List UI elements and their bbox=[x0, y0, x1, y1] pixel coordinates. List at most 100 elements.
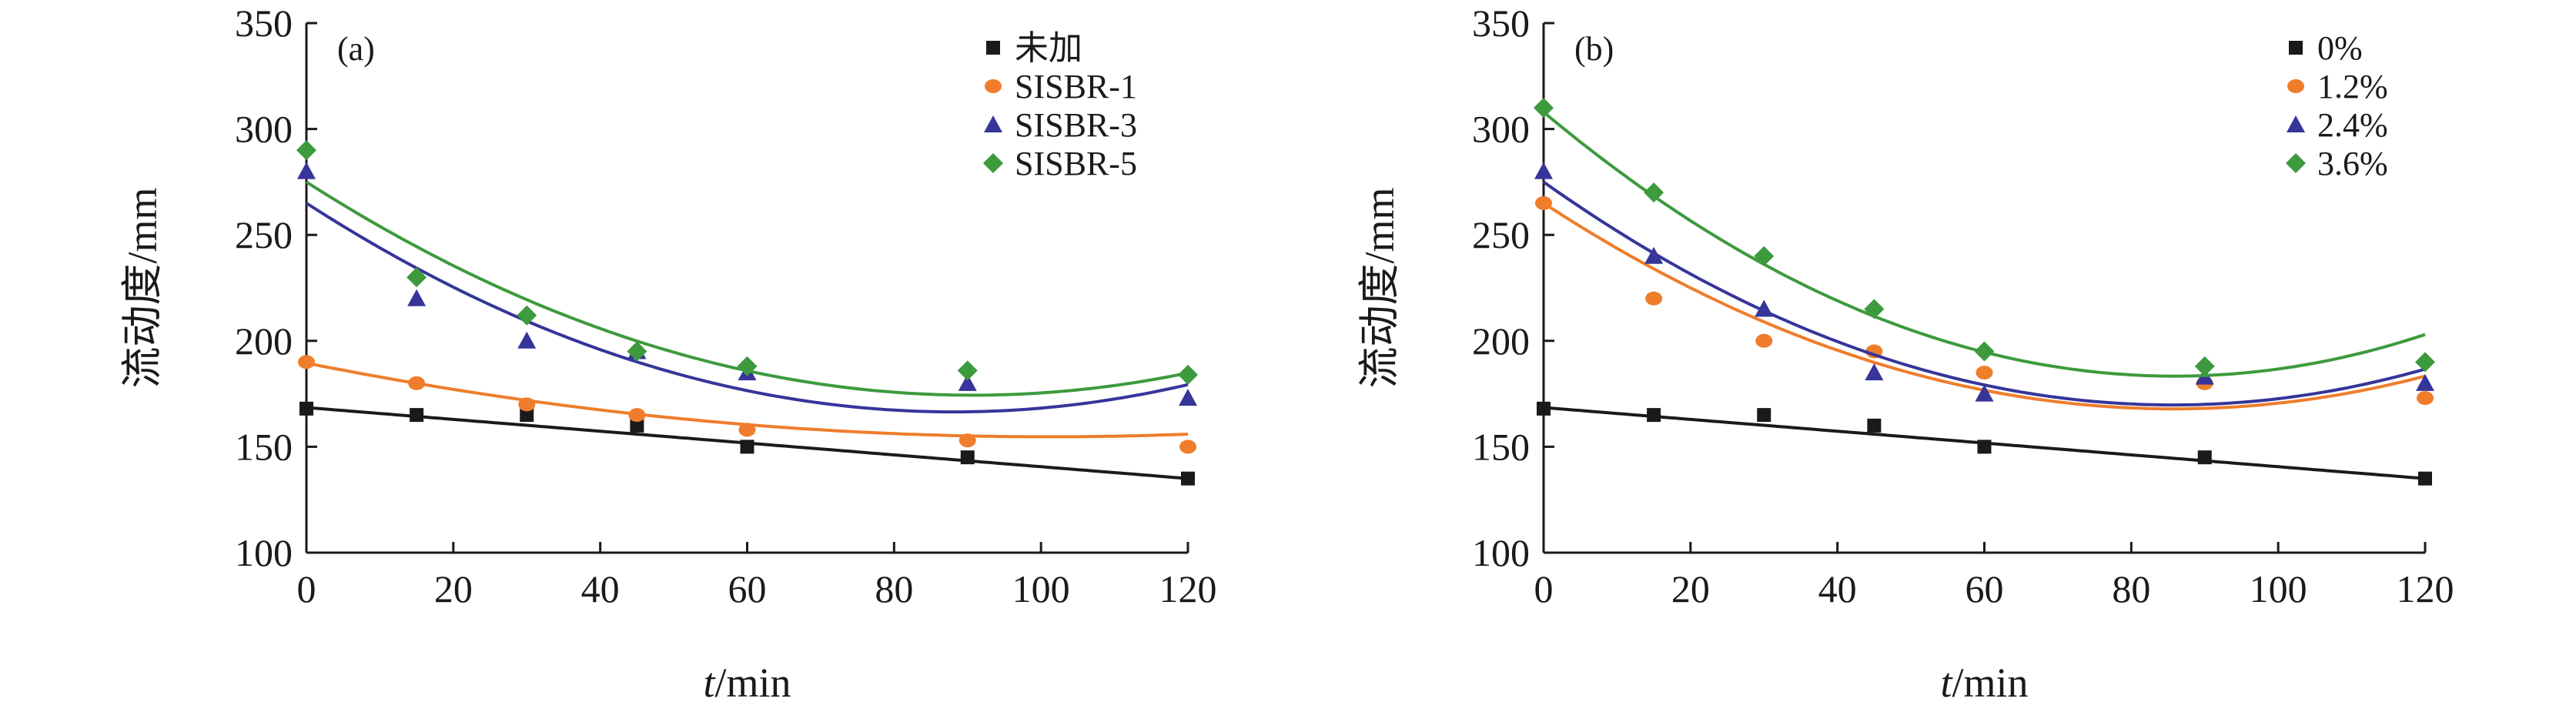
data-point bbox=[738, 423, 756, 437]
data-point bbox=[1534, 162, 1553, 179]
legend-marker bbox=[2287, 79, 2304, 93]
series-0: 0% bbox=[1537, 29, 2432, 486]
data-point bbox=[407, 289, 427, 306]
x-tick-label: 60 bbox=[1965, 567, 2004, 610]
data-point bbox=[296, 140, 316, 161]
y-tick-label: 150 bbox=[1472, 425, 1530, 468]
data-point bbox=[1178, 364, 1198, 385]
chart-panel-b: 100 150 200 250 300 350 0 20 40 60 80 100 120 t/min 流动… bbox=[1357, 2, 2454, 706]
legend-label: 0% bbox=[2317, 29, 2363, 67]
y-tick-label: 200 bbox=[235, 319, 293, 363]
data-point bbox=[1864, 299, 1885, 319]
data-point bbox=[1179, 389, 1197, 406]
x-axis-label-variable: t bbox=[1940, 660, 1953, 706]
legend-label: 1.2% bbox=[2317, 68, 2388, 105]
chart-panel-a: 100 150 200 250 300 350 0 20 40 60 80 100 120 t/min 流动… bbox=[119, 2, 1217, 706]
y-tick-label: 250 bbox=[235, 213, 293, 256]
x-tick-label: 0 bbox=[297, 567, 316, 610]
x-tick-label: 20 bbox=[1671, 567, 1710, 610]
data-point bbox=[518, 397, 536, 412]
y-tick-label: 250 bbox=[1472, 213, 1530, 256]
series-0: 未加 bbox=[299, 29, 1195, 486]
fit-curve bbox=[1542, 111, 2426, 378]
panel-label: (b) bbox=[1574, 30, 1614, 68]
data-point bbox=[1865, 363, 1884, 381]
x-tick-label: 80 bbox=[875, 567, 913, 610]
x-tick-label: 0 bbox=[1534, 567, 1554, 610]
data-point bbox=[1755, 299, 1774, 317]
x-tick-label: 100 bbox=[2250, 567, 2307, 610]
data-point bbox=[2416, 373, 2434, 391]
data-point bbox=[1644, 182, 1664, 203]
data-point bbox=[740, 440, 754, 454]
x-axis-label-variable: t bbox=[703, 660, 716, 706]
data-point bbox=[1977, 440, 1992, 454]
series-2: 2.4% bbox=[1534, 106, 2434, 407]
y-axis-label: 流动度/mm bbox=[1357, 187, 1403, 388]
data-point bbox=[737, 356, 758, 376]
panel-label: (a) bbox=[337, 30, 375, 68]
x-tick-label: 40 bbox=[581, 567, 620, 610]
data-point bbox=[1537, 401, 1551, 416]
legend-marker bbox=[985, 79, 1002, 93]
data-point bbox=[627, 341, 647, 362]
y-tick-label: 350 bbox=[235, 2, 293, 45]
data-point bbox=[958, 433, 976, 448]
data-point bbox=[408, 376, 426, 390]
y-tick-label: 100 bbox=[235, 531, 293, 574]
legend-label: SISBR-3 bbox=[1015, 106, 1137, 144]
x-tick-label: 120 bbox=[1159, 567, 1217, 610]
data-point bbox=[1974, 341, 1995, 362]
data-point bbox=[628, 408, 646, 423]
data-point bbox=[406, 267, 427, 288]
data-point bbox=[960, 450, 975, 465]
y-tick-label: 350 bbox=[1472, 2, 1530, 45]
legend-marker bbox=[983, 153, 1003, 173]
data-point bbox=[2194, 356, 2215, 376]
y-axis-label: 流动度/mm bbox=[119, 187, 166, 388]
legend-marker bbox=[986, 41, 1000, 55]
y-tick-label: 300 bbox=[1472, 108, 1530, 151]
data-point bbox=[957, 360, 978, 381]
series-1: SISBR-1 bbox=[298, 68, 1196, 454]
data-point bbox=[1975, 384, 1994, 402]
data-point bbox=[630, 418, 644, 433]
data-point bbox=[1867, 418, 1882, 433]
data-point bbox=[1645, 291, 1663, 306]
y-tick-label: 300 bbox=[235, 108, 293, 151]
data-point bbox=[1181, 471, 1195, 486]
legend-label: 3.6% bbox=[2317, 145, 2388, 182]
x-tick-label: 20 bbox=[434, 567, 473, 610]
legend-marker bbox=[984, 115, 1002, 132]
x-tick-label: 40 bbox=[1818, 567, 1857, 610]
x-axis-label: t/min bbox=[703, 660, 791, 706]
x-axis-label: t/min bbox=[1940, 660, 2028, 706]
data-point bbox=[517, 305, 537, 326]
data-point bbox=[297, 162, 316, 179]
x-tick-label: 60 bbox=[728, 567, 767, 610]
data-point bbox=[1757, 408, 1771, 423]
data-point bbox=[299, 401, 313, 416]
data-point bbox=[1975, 366, 1993, 380]
x-tick-label: 80 bbox=[2112, 567, 2150, 610]
data-point bbox=[1534, 98, 1554, 119]
data-point bbox=[2197, 450, 2212, 465]
fit-curve bbox=[305, 202, 1189, 414]
x-tick-label: 120 bbox=[2397, 567, 2454, 610]
x-axis-label-unit: /min bbox=[1952, 660, 2029, 706]
legend-label: 未加 bbox=[1015, 29, 1082, 67]
legend-marker bbox=[2289, 41, 2303, 55]
data-point bbox=[2417, 391, 2434, 406]
data-point bbox=[1754, 246, 1775, 266]
legend-label: SISBR-1 bbox=[1015, 68, 1137, 105]
data-point bbox=[520, 408, 534, 423]
data-point bbox=[1755, 333, 1773, 348]
x-axis-label-unit: /min bbox=[715, 660, 791, 706]
data-point bbox=[1647, 408, 1661, 423]
y-tick-label: 150 bbox=[235, 425, 293, 468]
data-point bbox=[2418, 471, 2432, 486]
data-point bbox=[2415, 352, 2435, 373]
series-3: 3.6% bbox=[1534, 98, 2435, 378]
data-point bbox=[1179, 440, 1196, 454]
